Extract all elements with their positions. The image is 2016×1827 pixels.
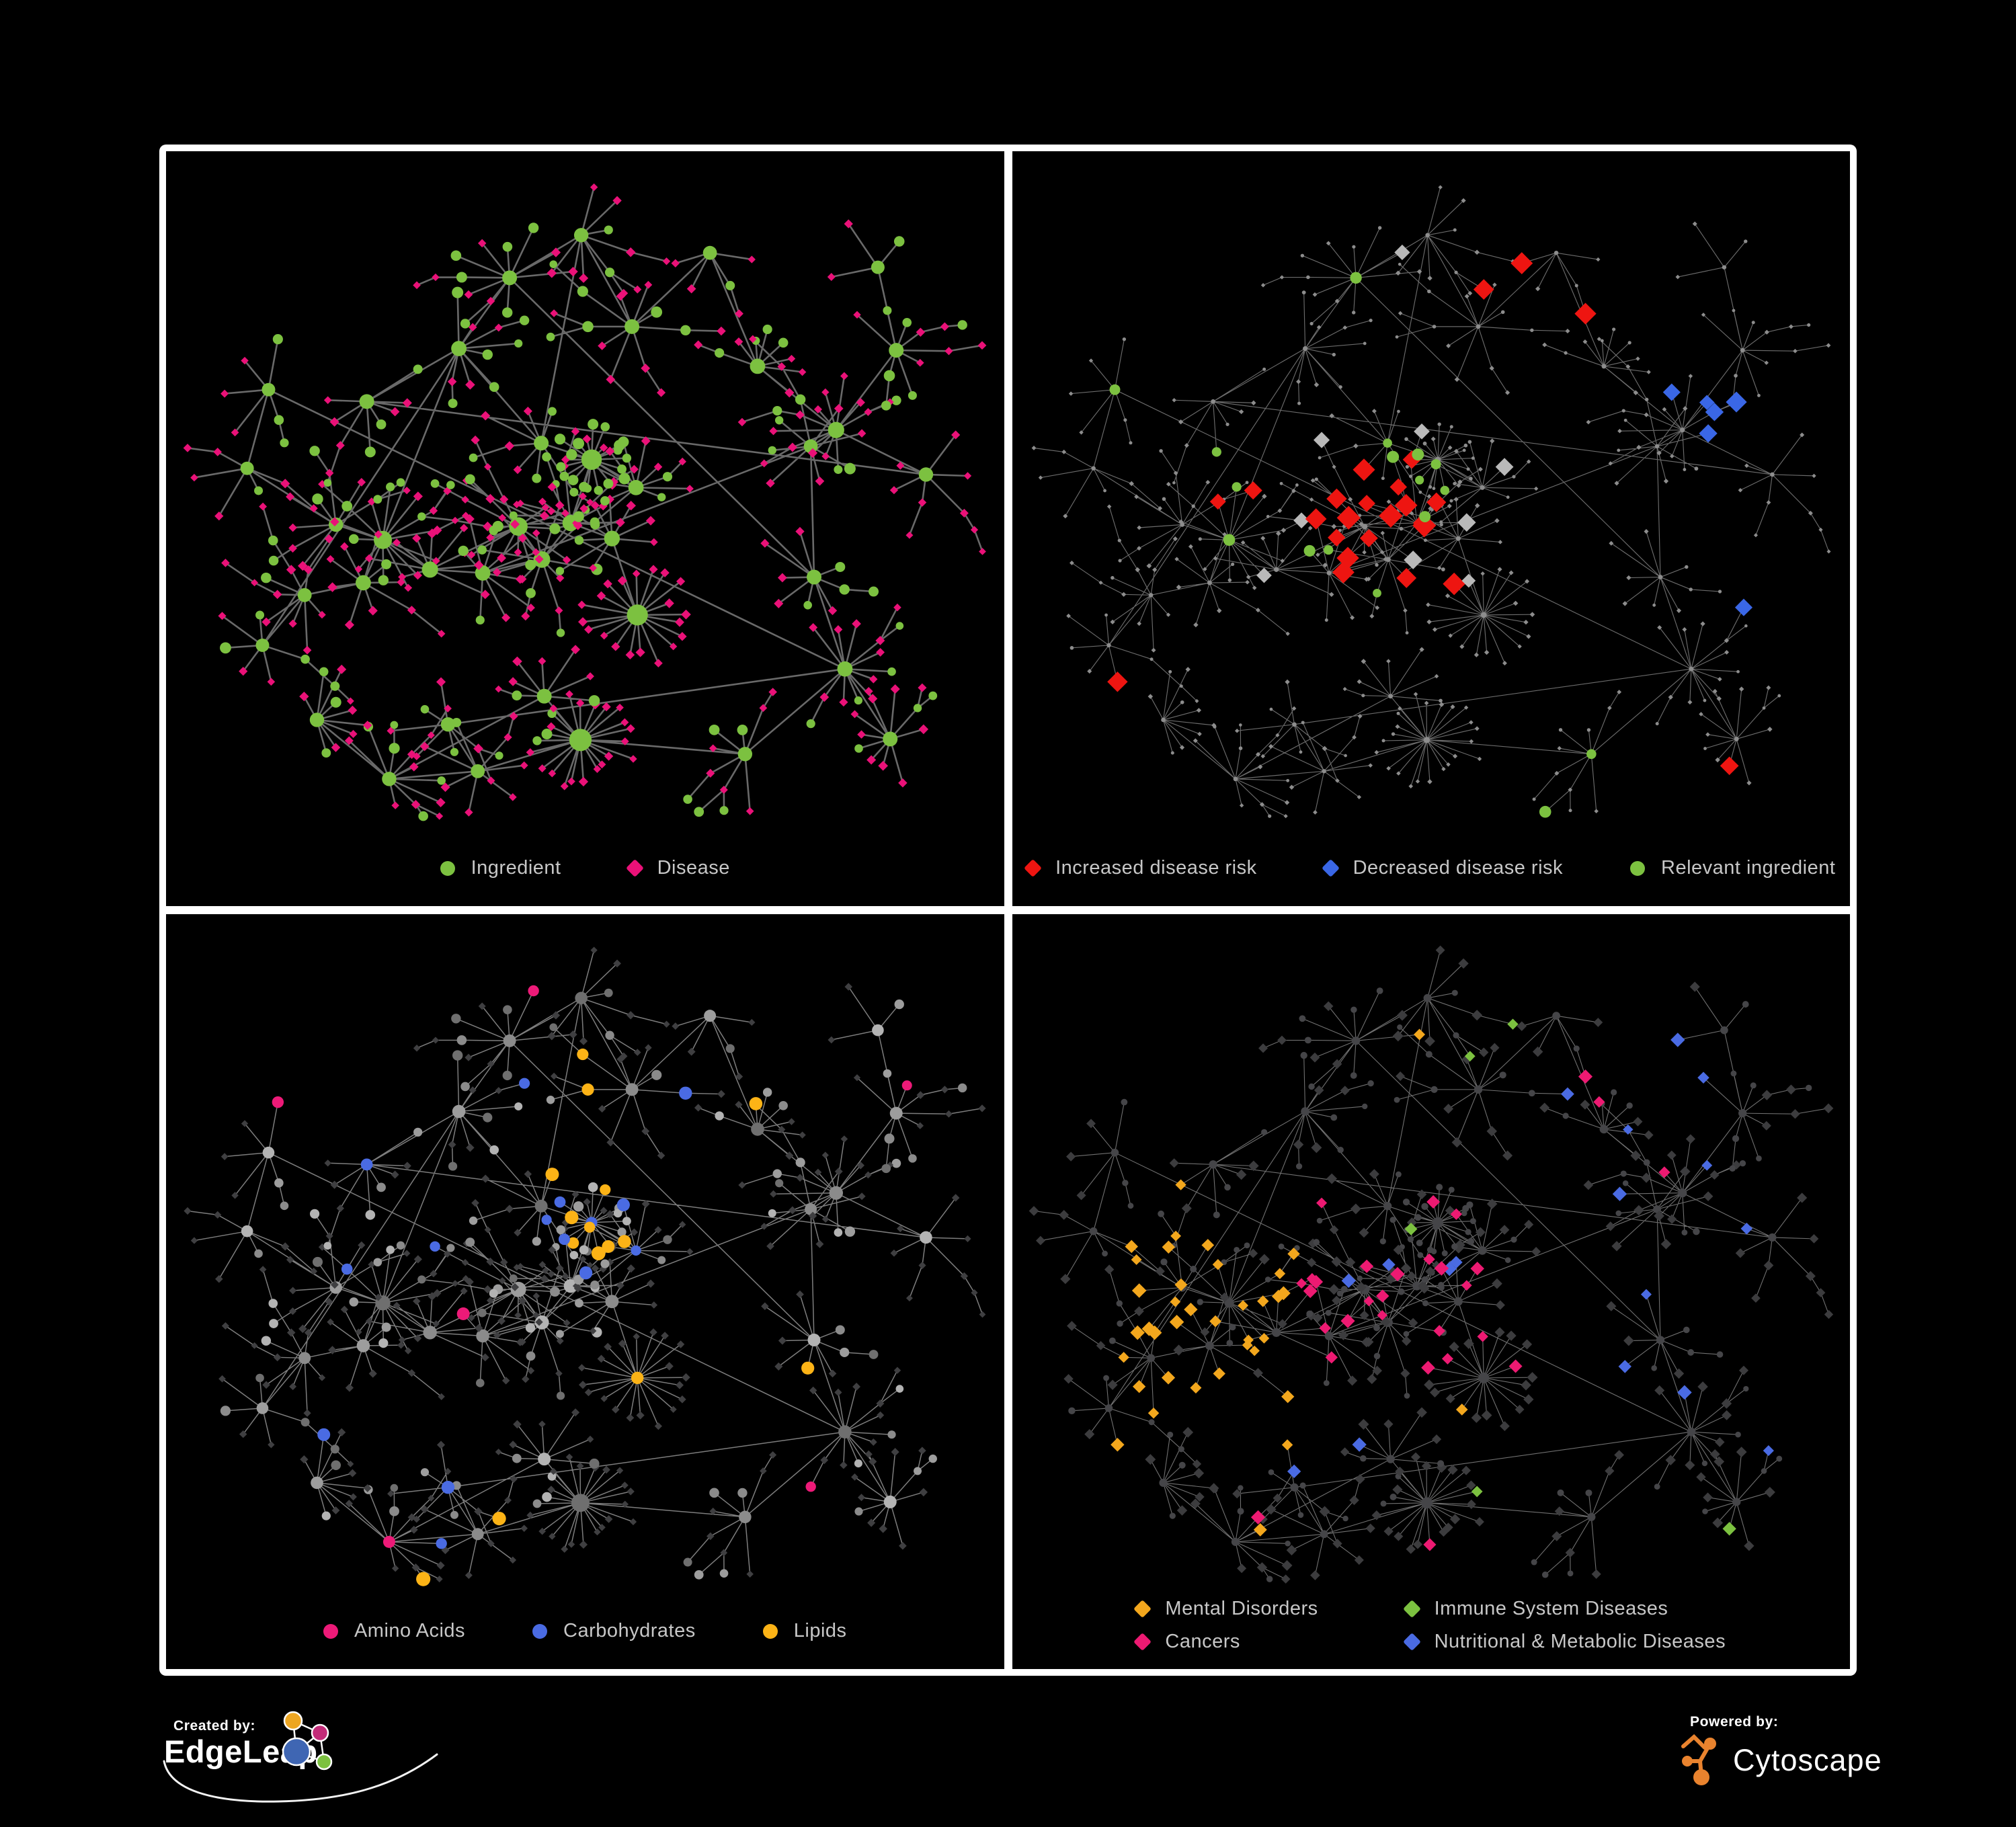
cytoscape-node-top [1704, 1738, 1716, 1750]
cytoscape-brand-row: Cytoscape [1679, 1733, 1882, 1788]
panel-ingredient-disease: Ingredient Disease [166, 151, 1004, 906]
network-graph-ingredient-disease [183, 183, 987, 821]
edgeleap-node-green [315, 1753, 333, 1771]
circle-marker-icon [762, 1623, 778, 1639]
legend-item-increased-disease-risk: Increased disease risk [1024, 857, 1257, 879]
legend-item-amino-acids: Amino Acids [323, 1620, 465, 1642]
legend-item-relevant-ingredient: Relevant ingredient [1630, 857, 1835, 879]
panel-disease-risk: Increased disease risk Decreased disease … [1012, 151, 1851, 906]
legend-item-carbohydrates: Carbohydrates [532, 1620, 696, 1642]
legend-label: Relevant ingredient [1661, 857, 1836, 879]
legend-label: Cancers [1165, 1631, 1240, 1652]
legend-ingredient-disease: Ingredient Disease [166, 857, 1004, 879]
cytoscape-credit: Powered by: Cytoscape [1679, 1710, 1975, 1804]
legend-label: Decreased disease risk [1353, 857, 1564, 879]
network-graph-nutrient-categories [184, 946, 986, 1586]
legend-item-ingredient: Ingredient [440, 857, 561, 879]
legend-item-nutritional-metabolic-diseases: Nutritional & Metabolic Diseases [1402, 1631, 1726, 1653]
legend-label: Carbohydrates [563, 1620, 696, 1641]
edgeleap-node-blue [282, 1737, 311, 1767]
diamond-marker-icon [1402, 1633, 1421, 1651]
circle-marker-icon [440, 860, 455, 876]
legend-nutrient-categories: Amino Acids Carbohydrates Lipids [166, 1620, 1004, 1642]
diamond-marker-icon [625, 859, 644, 877]
circle-marker-icon [1630, 860, 1646, 876]
legend-label: Disease [657, 857, 730, 879]
cytoscape-node-bottom [1693, 1769, 1709, 1785]
legend-label: Increased disease risk [1055, 857, 1257, 879]
legend-item-lipids: Lipids [762, 1620, 847, 1642]
diamond-marker-icon [1024, 859, 1043, 877]
cytoscape-brand: Cytoscape [1733, 1743, 1882, 1777]
diamond-marker-icon [1321, 859, 1340, 877]
legend-label: Lipids [793, 1620, 847, 1641]
diamond-marker-icon [1402, 1600, 1421, 1618]
panel-nutrient-categories: Amino Acids Carbohydrates Lipids [166, 914, 1004, 1669]
legend-item-immune-system-diseases: Immune System Diseases [1402, 1598, 1726, 1620]
cytoscape-node-left [1682, 1756, 1693, 1767]
legend-label: Amino Acids [354, 1620, 466, 1641]
edgeleap-node-orange [283, 1711, 303, 1731]
network-graph-disease-risk [1031, 185, 1830, 819]
legend-item-cancers: Cancers [1133, 1631, 1318, 1653]
circle-marker-icon [532, 1623, 548, 1639]
legend-item-decreased-disease-risk: Decreased disease risk [1321, 857, 1564, 879]
legend-disease-categories: Mental Disorders Immune System Diseases Ca… [1012, 1598, 1851, 1653]
legend-item-mental-disorders: Mental Disorders [1133, 1598, 1318, 1620]
legend-label: Mental Disorders [1165, 1598, 1318, 1619]
diamond-marker-icon [1133, 1633, 1152, 1651]
circle-marker-icon [323, 1623, 338, 1639]
panel-disease-categories: Mental Disorders Immune System Diseases Ca… [1012, 914, 1851, 1669]
legend-label: Nutritional & Metabolic Diseases [1434, 1631, 1726, 1652]
legend-item-disease: Disease [625, 857, 730, 879]
network-graph-disease-categories [1029, 945, 1833, 1584]
legend-disease-risk: Increased disease risk Decreased disease … [1012, 857, 1851, 879]
edgeleap-node-magenta [311, 1723, 329, 1742]
legend-label: Immune System Diseases [1434, 1598, 1668, 1619]
edgeleap-logo-icon [282, 1711, 333, 1771]
figure-grid: Ingredient Disease Increased disease risk… [159, 145, 1857, 1676]
edgeleap-credit: Created by: EdgeLeap [161, 1711, 511, 1827]
diamond-marker-icon [1133, 1600, 1152, 1618]
powered-by-label: Powered by: [1690, 1714, 1779, 1730]
cytoscape-logo-icon [1681, 1734, 1716, 1785]
legend-label: Ingredient [471, 857, 561, 879]
created-by-label: Created by: [173, 1718, 256, 1734]
